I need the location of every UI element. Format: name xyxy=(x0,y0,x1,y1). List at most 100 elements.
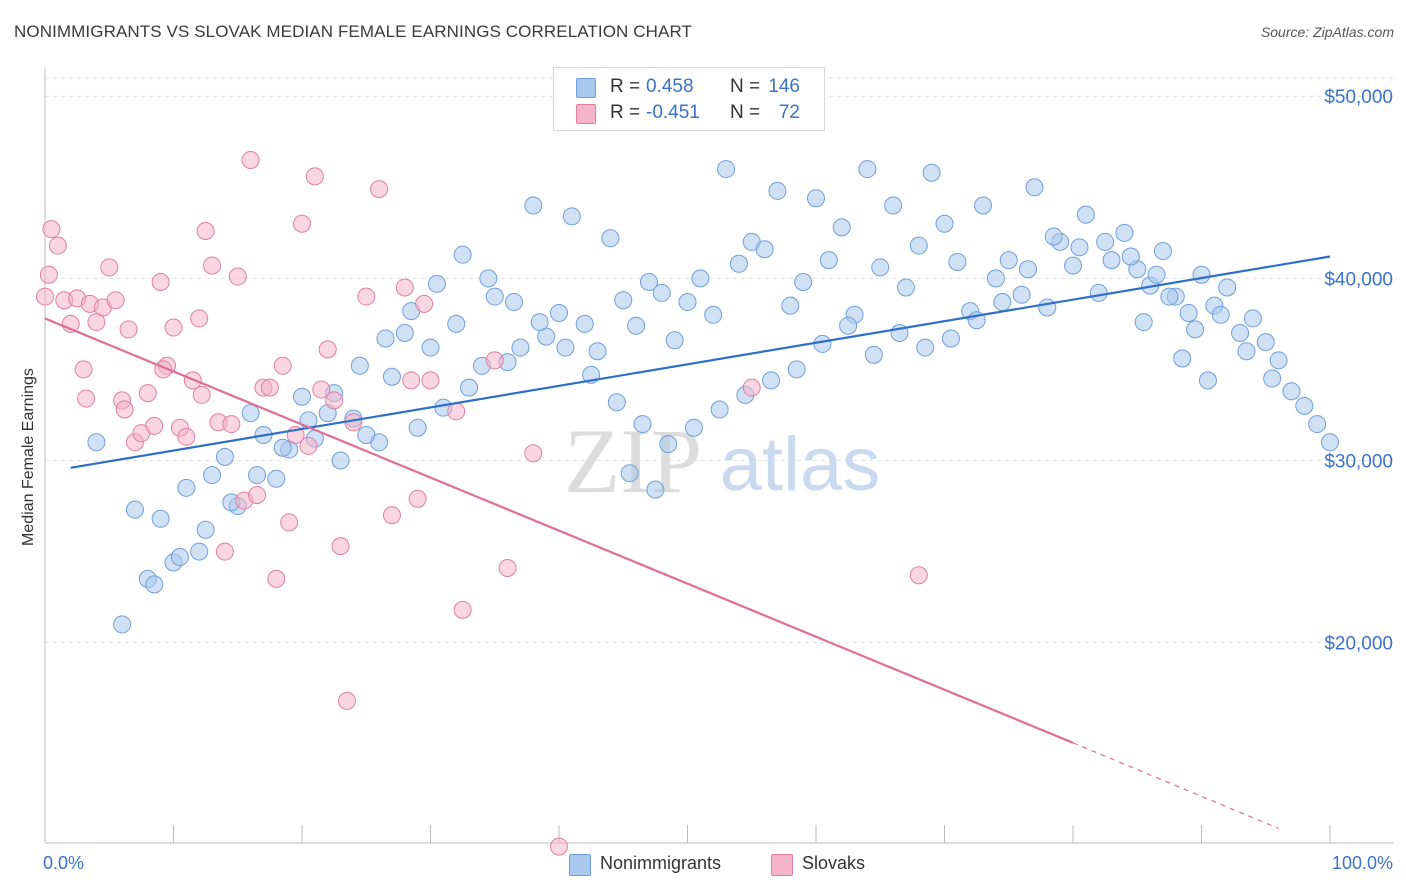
y-tick-label: $30,000 xyxy=(1324,452,1393,473)
data-point xyxy=(273,356,292,375)
data-point xyxy=(575,314,594,333)
data-point xyxy=(986,269,1005,288)
data-point xyxy=(447,402,466,421)
watermark: ZIP atlas xyxy=(564,410,880,512)
data-point xyxy=(350,356,369,375)
data-point xyxy=(787,360,806,379)
data-point xyxy=(652,283,671,302)
data-point xyxy=(639,273,658,291)
data-point xyxy=(115,400,134,419)
data-point xyxy=(312,380,331,399)
data-point xyxy=(196,222,215,240)
data-point xyxy=(909,566,928,585)
data-point xyxy=(1096,232,1115,251)
data-point xyxy=(1070,238,1089,257)
data-point xyxy=(665,331,684,350)
data-point xyxy=(993,293,1012,312)
data-point xyxy=(151,509,170,528)
r-label: R = xyxy=(610,102,641,123)
data-point xyxy=(48,236,67,255)
data-point xyxy=(1282,382,1301,401)
data-point xyxy=(896,278,915,297)
data-point xyxy=(1256,333,1275,352)
data-point xyxy=(1218,278,1237,297)
data-point xyxy=(293,387,311,406)
watermark-atlas: atlas xyxy=(720,422,881,507)
data-point xyxy=(196,520,215,539)
trend-line-nonimmigrants xyxy=(70,255,1331,469)
data-point xyxy=(511,338,530,357)
data-point xyxy=(1019,260,1038,279)
data-point xyxy=(74,360,93,379)
data-point xyxy=(704,305,723,324)
data-point xyxy=(36,287,54,306)
data-point xyxy=(402,371,421,390)
data-point xyxy=(1192,265,1211,284)
data-point xyxy=(215,542,234,561)
data-point xyxy=(479,269,498,288)
data-point xyxy=(106,291,125,310)
data-point xyxy=(485,351,504,370)
data-point xyxy=(524,444,543,463)
data-point xyxy=(858,160,877,179)
data-point xyxy=(871,258,890,277)
data-point xyxy=(1295,396,1314,415)
data-point xyxy=(659,435,678,454)
data-point xyxy=(498,558,517,577)
data-point xyxy=(267,569,286,588)
data-point xyxy=(832,218,851,237)
data-point xyxy=(318,340,337,359)
data-point xyxy=(248,466,267,485)
data-point xyxy=(607,393,626,412)
data-point xyxy=(588,342,607,361)
data-point xyxy=(1064,256,1082,275)
data-point xyxy=(453,600,472,619)
data-point xyxy=(228,267,247,286)
data-point xyxy=(39,265,58,284)
y-axis-label: Median Female Earnings xyxy=(20,368,37,546)
data-point xyxy=(562,207,581,226)
n-value: 72 xyxy=(778,102,800,123)
data-point xyxy=(884,196,903,215)
data-point xyxy=(267,469,286,488)
n-label: N = xyxy=(730,76,761,97)
data-point xyxy=(781,296,800,315)
data-point xyxy=(762,371,781,390)
data-point xyxy=(382,506,401,525)
data-point xyxy=(1102,251,1121,270)
data-point xyxy=(1198,371,1217,390)
r-value: -0.451 xyxy=(646,102,700,123)
data-point xyxy=(556,338,575,357)
y-tick-label: $40,000 xyxy=(1324,269,1393,290)
r-value: 0.458 xyxy=(646,76,694,97)
data-point xyxy=(125,500,144,519)
data-point xyxy=(1179,303,1198,322)
data-point xyxy=(1231,324,1250,342)
data-point xyxy=(909,236,928,255)
data-point xyxy=(337,691,356,710)
data-point xyxy=(813,334,832,353)
data-point xyxy=(839,316,858,335)
data-point xyxy=(331,537,350,556)
data-point xyxy=(203,256,222,275)
y-tick-labels: $20,000 $30,000 $40,000 $50,000 xyxy=(1324,87,1393,654)
data-point xyxy=(550,837,568,856)
data-point xyxy=(421,371,440,390)
data-point xyxy=(627,316,646,335)
data-point xyxy=(415,294,434,313)
data-point xyxy=(794,273,813,291)
data-point xyxy=(1308,415,1327,434)
trend-line-slovaks xyxy=(44,317,1074,744)
data-point xyxy=(717,160,736,179)
data-point xyxy=(1263,369,1282,388)
watermark-zip: ZIP xyxy=(564,410,702,512)
data-point xyxy=(1237,342,1256,361)
data-point xyxy=(710,400,729,419)
data-point xyxy=(164,318,183,337)
data-point xyxy=(241,150,260,169)
data-point xyxy=(357,426,376,444)
data-point xyxy=(550,303,568,322)
data-point xyxy=(620,464,639,483)
data-point xyxy=(614,291,633,310)
